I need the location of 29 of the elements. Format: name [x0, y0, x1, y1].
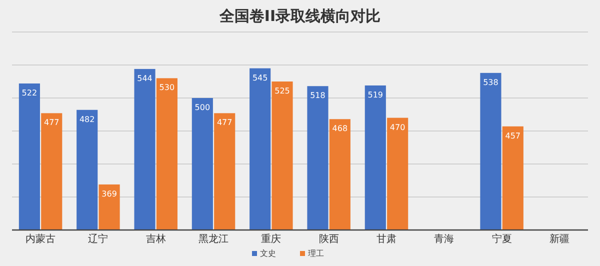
legend-label: 理工 — [308, 249, 324, 258]
x-tick-label: 重庆 — [261, 233, 282, 245]
data-label: 519 — [368, 90, 384, 100]
data-label: 477 — [216, 118, 232, 128]
data-label: 544 — [137, 74, 152, 83]
data-label: 522 — [22, 88, 38, 98]
data-label: 500 — [194, 103, 210, 112]
x-tick-label: 陕西 — [318, 233, 339, 245]
data-label: 518 — [310, 91, 326, 100]
x-tick-label: 新疆 — [549, 233, 570, 245]
data-label: 538 — [483, 78, 498, 87]
data-label: 482 — [79, 114, 95, 124]
x-tick-label: 吉林 — [146, 233, 166, 245]
legend-label: 文史 — [260, 249, 276, 258]
data-label: 369 — [102, 189, 117, 198]
data-label: 545 — [252, 73, 268, 82]
x-tick-label: 宁夏 — [492, 233, 512, 245]
x-tick-label: 青海 — [434, 233, 454, 245]
data-label: 470 — [390, 122, 406, 132]
x-tick-label: 甘肃 — [376, 233, 396, 245]
data-label: 530 — [159, 83, 175, 92]
data-label: 457 — [505, 131, 521, 140]
x-tick-label: 内蒙古 — [26, 233, 56, 245]
data-label: 477 — [44, 118, 60, 128]
x-tick-label: 辽宁 — [88, 233, 108, 245]
data-label: 525 — [274, 86, 290, 96]
x-tick-label: 黑龙江 — [198, 233, 229, 245]
data-label: 468 — [332, 124, 348, 134]
chart-title: 全国卷II录取线横向对比 — [218, 7, 381, 25]
